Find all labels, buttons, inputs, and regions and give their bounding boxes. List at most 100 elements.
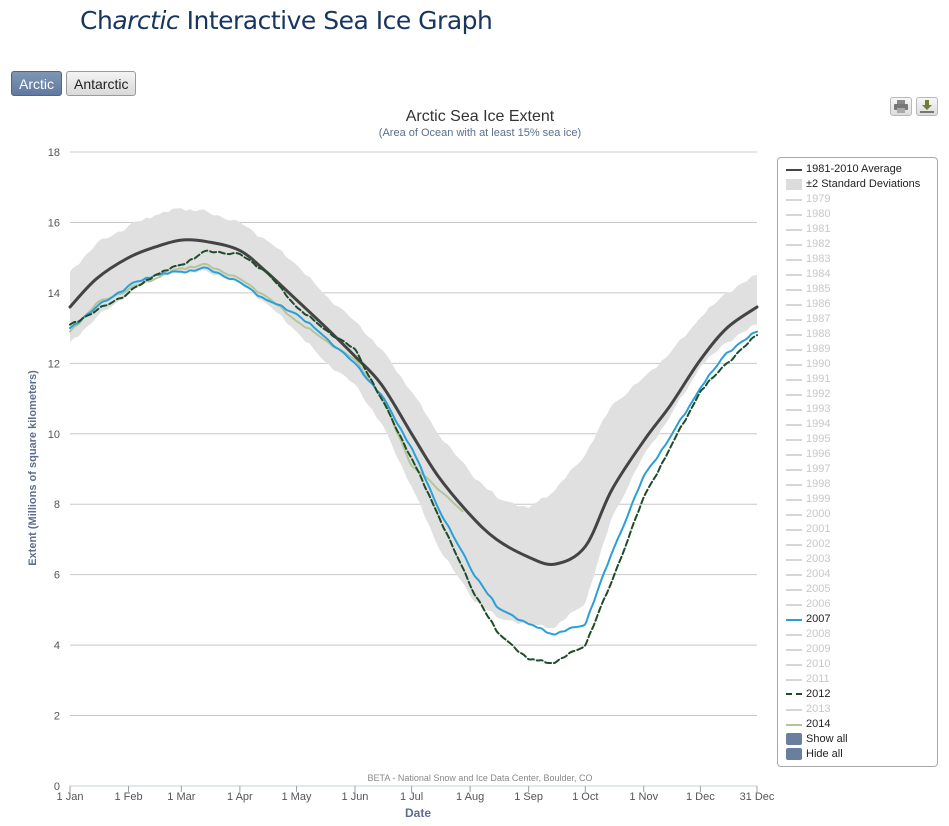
legend-label: 1993 [806, 403, 831, 415]
legend-label: 2011 [806, 673, 830, 685]
hemisphere-toggle: Arctic Antarctic [11, 71, 137, 96]
y-tick-label: 12 [48, 358, 60, 370]
legend-item[interactable]: 2013 [778, 702, 937, 717]
legend-item[interactable]: 2009 [778, 642, 937, 657]
legend-label: 1997 [806, 463, 831, 475]
legend-item[interactable]: 2011 [778, 672, 937, 687]
legend-button-square [786, 733, 802, 745]
legend-item[interactable]: 1986 [778, 297, 937, 312]
legend-swatch [786, 199, 802, 201]
legend-item[interactable]: 2012 [778, 687, 937, 702]
legend-label: 2012 [806, 688, 831, 700]
legend-label: 1980 [806, 208, 831, 220]
legend-item[interactable]: 1983 [778, 252, 937, 267]
hide-all-button[interactable]: Hide all [778, 747, 937, 762]
legend-swatch [786, 424, 802, 426]
chart-title: Arctic Sea Ice Extent [406, 108, 555, 125]
legend-swatch [786, 559, 802, 561]
legend-swatch [786, 334, 802, 336]
x-tick-label: 1 Aug [456, 791, 484, 803]
show-all-button[interactable]: Show all [778, 732, 937, 747]
legend-swatch [786, 169, 802, 171]
legend-item[interactable]: 1992 [778, 387, 937, 402]
legend-item[interactable]: 2001 [778, 522, 937, 537]
legend-label: 1984 [806, 268, 831, 280]
legend-swatch [786, 589, 802, 591]
legend-label: 1991 [806, 373, 831, 385]
antarctic-button[interactable]: Antarctic [66, 71, 137, 96]
legend-item[interactable]: 1991 [778, 372, 937, 387]
axes: 0 2 4 6 8 10 12 14 16 18 1 Jan 1 Feb 1 Mar 1 Apr 1 May… [48, 147, 775, 803]
x-tick-label: 1 Sep [514, 791, 543, 803]
legend-item[interactable]: 2005 [778, 582, 937, 597]
legend-label: 1983 [806, 253, 831, 265]
legend-item[interactable]: 1980 [778, 207, 937, 222]
legend-item[interactable]: 1995 [778, 432, 937, 447]
legend-item[interactable]: 2014 [778, 717, 937, 732]
legend-swatch [786, 484, 802, 486]
legend-swatch [786, 439, 802, 441]
y-tick-label: 0 [54, 781, 60, 793]
x-tick-label: 1 Jan [57, 791, 84, 803]
legend-item[interactable]: 2008 [778, 627, 937, 642]
legend-item[interactable]: 2000 [778, 507, 937, 522]
legend-label: 1985 [806, 283, 831, 295]
legend-label: 2001 [806, 523, 831, 535]
legend-item[interactable]: 1984 [778, 267, 937, 282]
legend-label: 2014 [806, 718, 831, 730]
legend-item[interactable]: 2006 [778, 597, 937, 612]
download-button[interactable] [916, 97, 938, 116]
legend-item[interactable]: 2003 [778, 552, 937, 567]
std-dev-band-layer [70, 208, 757, 629]
legend-item[interactable]: 1996 [778, 447, 937, 462]
legend-item[interactable]: 1985 [778, 282, 937, 297]
legend-swatch [786, 634, 802, 636]
legend-label: 2006 [806, 598, 831, 610]
legend-label: 1999 [806, 493, 831, 505]
x-tick-label: 1 Mar [167, 791, 195, 803]
legend-item[interactable]: 1982 [778, 237, 937, 252]
legend-label: 1992 [806, 388, 831, 400]
legend-item[interactable]: 2007 [778, 612, 937, 627]
legend-item[interactable]: 1990 [778, 357, 937, 372]
y-axis-title: Extent (Millions of square kilometers) [27, 370, 39, 566]
legend-item[interactable]: 1998 [778, 477, 937, 492]
legend-label: ±2 Standard Deviations [806, 178, 921, 190]
y-tick-label: 2 [54, 711, 60, 723]
legend-item[interactable]: 1988 [778, 327, 937, 342]
y-tick-label: 18 [48, 147, 60, 159]
legend-label: 1989 [806, 343, 831, 355]
legend-label: 1979 [806, 193, 831, 205]
y-tick-label: 8 [54, 499, 60, 511]
print-button[interactable] [890, 97, 912, 116]
legend-swatch [786, 529, 802, 531]
page-title: Charctic Interactive Sea Ice Graph [80, 6, 493, 35]
legend-item[interactable]: 2002 [778, 537, 937, 552]
legend-item[interactable]: 1979 [778, 192, 937, 207]
legend-label: 2000 [806, 508, 831, 520]
legend-item[interactable]: 1987 [778, 312, 937, 327]
legend-label: 1995 [806, 433, 831, 445]
legend-item[interactable]: 1989 [778, 342, 937, 357]
legend-item[interactable]: 1981 [778, 222, 937, 237]
legend-swatch [786, 179, 802, 190]
arctic-button[interactable]: Arctic [11, 71, 62, 96]
legend-swatch [786, 409, 802, 411]
legend-item[interactable]: 2010 [778, 657, 937, 672]
legend-item[interactable]: 1993 [778, 402, 937, 417]
legend-label: 2004 [806, 568, 831, 580]
x-tick-label: 1 Feb [114, 791, 142, 803]
legend-swatch [786, 259, 802, 261]
legend-swatch [786, 244, 802, 246]
title-ch: Ch [80, 6, 113, 35]
legend-item[interactable]: 1997 [778, 462, 937, 477]
legend-item[interactable]: ±2 Standard Deviations [778, 177, 937, 192]
legend-item[interactable]: 1994 [778, 417, 937, 432]
series-line-1981-2010-average [68, 238, 759, 566]
legend-item[interactable]: 1999 [778, 492, 937, 507]
legend-item[interactable]: 1981-2010 Average [778, 162, 937, 177]
legend-item[interactable]: 2004 [778, 567, 937, 582]
legend-label: 2005 [806, 583, 831, 595]
legend-swatch [786, 379, 802, 381]
